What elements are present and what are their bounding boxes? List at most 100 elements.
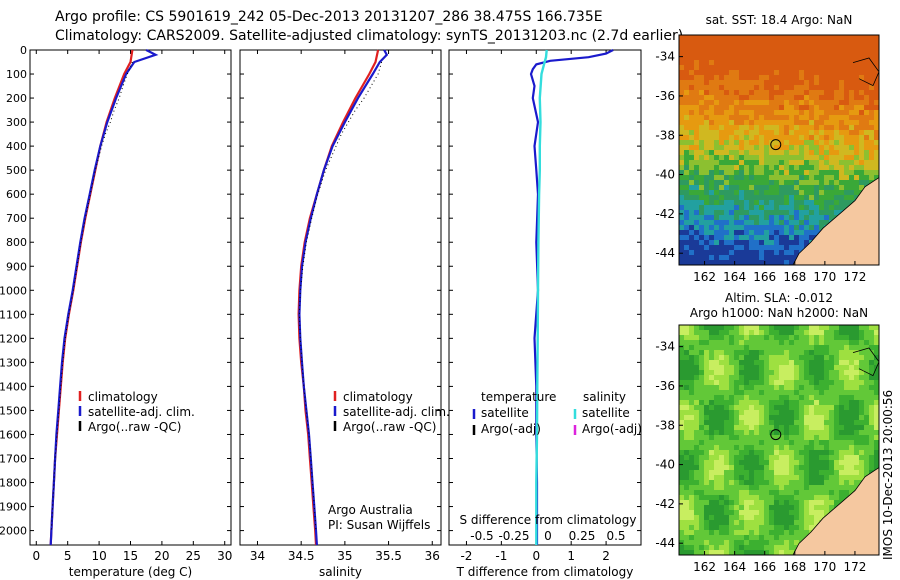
salinity-x-tick-label: 35.5 [375,549,402,563]
map-cell [679,210,685,216]
map-cell [744,475,750,481]
map-cell [779,75,785,81]
map-cell [729,70,735,76]
map-cell [779,35,785,41]
map-cell [729,230,735,236]
map-cell [689,470,695,476]
map-cell [719,385,725,391]
map-cell [729,60,735,66]
map-cell [824,385,830,391]
map-cell [689,175,695,181]
map-cell [729,220,735,226]
map-cell [784,365,790,371]
map-cell [829,200,835,206]
map-cell [829,410,835,416]
map-cell [759,240,765,246]
map-cell [854,135,860,141]
map-cell [729,425,735,431]
map-cell [794,535,800,541]
map-cell [794,410,800,416]
map-cell [859,125,865,131]
map-cell [684,345,690,351]
map-cell [804,400,810,406]
map-cell [734,490,740,496]
map-cell [814,510,820,516]
map-cell [859,180,865,186]
map-cell [709,495,715,501]
map-cell [819,70,825,76]
map-cell [739,255,745,261]
map-cell [854,475,860,481]
map-cell [679,485,685,491]
map-cell [764,75,770,81]
map-cell [824,480,830,486]
map-cell [704,365,710,371]
map-cell [679,490,685,496]
map-cell [814,155,820,161]
map-cell [819,360,825,366]
map-cell [739,65,745,71]
map-cell [704,385,710,391]
map-cell [859,365,865,371]
map-cell [809,205,815,211]
map-cell [714,440,720,446]
map-cell [734,130,740,136]
map-lat-tick-label: -34 [655,50,675,64]
depth-tick-label: 1300 [0,356,27,369]
map-cell [809,450,815,456]
map-cell [704,255,710,261]
map-cell [719,165,725,171]
map-cell [729,445,735,451]
map-cell [744,150,750,156]
map-cell [709,65,715,71]
map-lat-tick-label: -36 [655,379,675,393]
map-cell [784,150,790,156]
map-cell [689,550,695,556]
map-cell [714,330,720,336]
map-cell [869,75,875,81]
map-cell [679,330,685,336]
map-cell [774,105,780,111]
map-cell [739,125,745,131]
map-cell [774,175,780,181]
map-cell [804,375,810,381]
map-cell [814,90,820,96]
map-cell [854,450,860,456]
map-cell [819,335,825,341]
map-cell [679,455,685,461]
map-cell [704,505,710,511]
depth-tick-label: 1400 [0,380,27,393]
map-cell [779,450,785,456]
map-cell [744,50,750,56]
map-cell [869,360,875,366]
map-cell [834,180,840,186]
map-cell [809,380,815,386]
map-cell [719,470,725,476]
map-cell [694,150,700,156]
map-cell [794,55,800,61]
map-cell [719,45,725,51]
map-cell [829,475,835,481]
map-cell [869,390,875,396]
map-cell [789,205,795,211]
map-cell [759,510,765,516]
map-lon-tick-label: 162 [693,560,716,574]
map-cell [794,420,800,426]
map-cell [679,395,685,401]
map-cell [714,425,720,431]
map-cell [744,115,750,121]
map-cell [719,225,725,231]
map-cell [769,395,775,401]
map-cell [754,175,760,181]
map-cell [854,185,860,191]
map-cell [709,475,715,481]
profile-title: Argo profile: CS 5901619_242 05-Dec-2013… [55,9,603,25]
map-cell [779,245,785,251]
map-cell [764,205,770,211]
map-cell [704,450,710,456]
map-cell [824,485,830,491]
map-lon-tick-label: 166 [753,560,776,574]
map-cell [784,70,790,76]
map-cell [784,50,790,56]
